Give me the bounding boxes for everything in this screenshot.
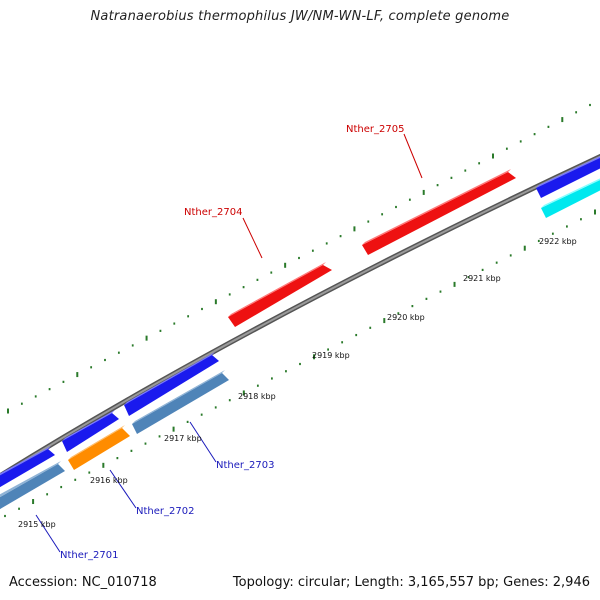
kbp-label: 2920 kbp bbox=[387, 313, 425, 322]
gene-nther-2702[interactable] bbox=[68, 425, 130, 470]
gene-nther-2705[interactable] bbox=[362, 169, 516, 255]
gene-nther-2703[interactable] bbox=[132, 370, 229, 434]
kbp-label: 2918 kbp bbox=[238, 392, 276, 401]
kbp-label: 2922 kbp bbox=[539, 237, 577, 246]
map-title: Natranaerobius thermophilus JW/NM-WN-LF,… bbox=[90, 9, 510, 24]
gene-blue-4[interactable] bbox=[536, 155, 600, 198]
gene-blue-1[interactable] bbox=[0, 446, 55, 490]
label-nther-2704: Nther_2704 bbox=[184, 207, 242, 218]
lower-tick-row bbox=[4, 209, 596, 518]
gene-labels: Nther_2704 Nther_2705 Nther_2701 Nther_2… bbox=[60, 124, 404, 561]
gene-callouts bbox=[35, 133, 423, 553]
gene-nther-2701[interactable] bbox=[0, 461, 65, 512]
gene-blue-2[interactable] bbox=[62, 410, 119, 452]
kbp-label: 2915 kbp bbox=[18, 520, 56, 529]
kbp-label: 2919 kbp bbox=[312, 351, 350, 360]
accession-text: Accession: NC_010718 bbox=[9, 575, 157, 590]
kbp-label: 2921 kbp bbox=[463, 274, 501, 283]
gene-nther-2704[interactable] bbox=[228, 262, 332, 327]
gene-blue-3[interactable] bbox=[124, 352, 219, 416]
kbp-label: 2917 kbp bbox=[164, 434, 202, 443]
kbp-labels: 2915 kbp 2916 kbp 2917 kbp 2918 kbp 2919… bbox=[18, 237, 577, 529]
label-nther-2702: Nther_2702 bbox=[136, 506, 194, 517]
label-nther-2701: Nther_2701 bbox=[60, 550, 118, 561]
label-nther-2705: Nther_2705 bbox=[346, 124, 404, 135]
genome-backbone bbox=[0, 153, 600, 479]
genome-summary: Topology: circular; Length: 3,165,557 bp… bbox=[232, 575, 590, 590]
kbp-label: 2916 kbp bbox=[90, 476, 128, 485]
label-nther-2703: Nther_2703 bbox=[216, 460, 274, 471]
upper-tick-row bbox=[7, 103, 591, 414]
gene-cyan[interactable] bbox=[541, 177, 600, 218]
